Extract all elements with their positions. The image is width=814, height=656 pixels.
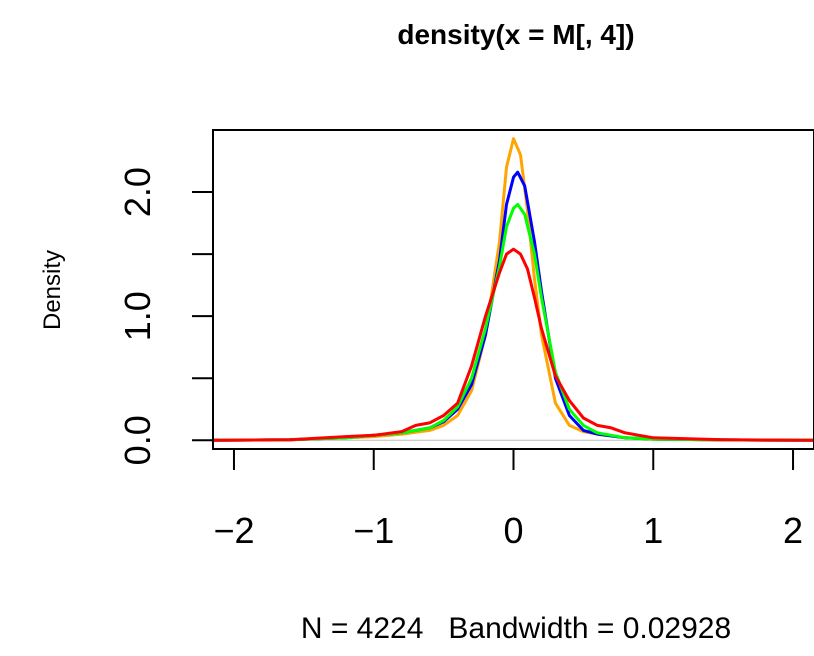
- y-axis-label: Density: [39, 250, 66, 330]
- chart-title: density(x = M[, 4]): [397, 19, 634, 50]
- density-line-4: [211, 247, 814, 442]
- x-axis: −2 −1 0 1 2: [213, 449, 803, 551]
- y-axis: 0.0 1.0 2.0: [117, 167, 213, 465]
- x-tick-label: −2: [213, 510, 254, 551]
- y-tick-label: 0.0: [117, 415, 158, 465]
- density-line-3: [211, 203, 814, 442]
- x-tick-label: 0: [503, 510, 523, 551]
- density-series: [211, 137, 814, 442]
- x-tick-label: −1: [353, 510, 394, 551]
- x-tick-label: 1: [643, 510, 663, 551]
- x-tick-label: 2: [783, 510, 803, 551]
- y-tick-label: 1.0: [117, 291, 158, 341]
- density-line-1: [211, 137, 814, 442]
- x-axis-label: N = 4224 Bandwidth = 0.02928: [301, 612, 731, 645]
- y-tick-label: 2.0: [117, 167, 158, 217]
